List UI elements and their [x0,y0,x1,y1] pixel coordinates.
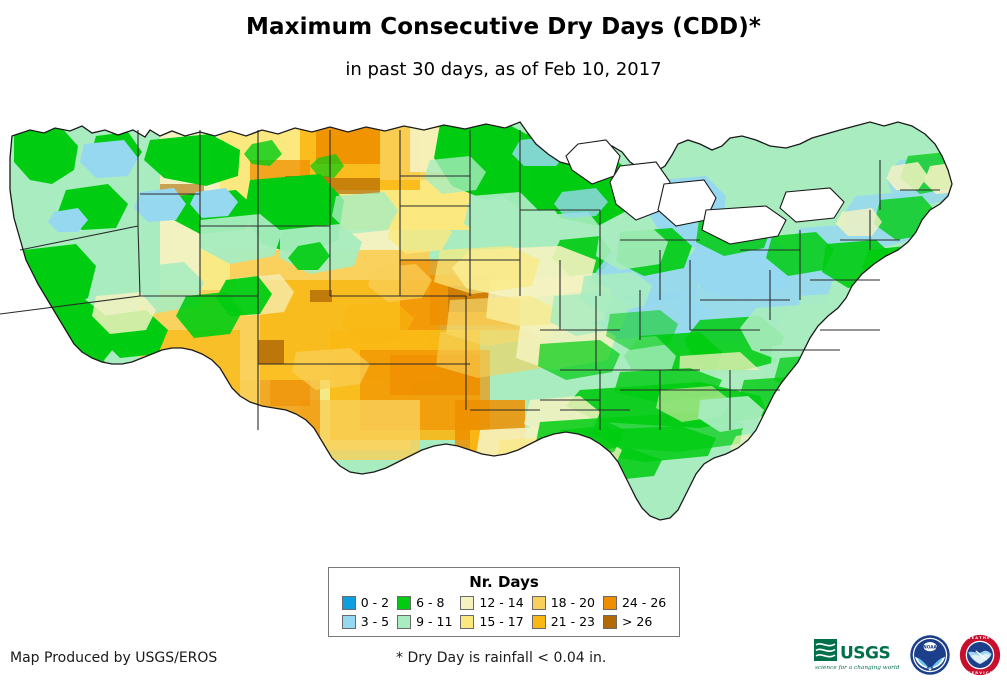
legend-label-21-23: 21 - 23 [550,614,595,629]
legend-swatch-24-26 [602,595,617,610]
svg-text:W E A T H E R: W E A T H E R [966,636,993,640]
usgs-logo-svg: USGS science for a changing world [814,639,900,671]
legend-swatch-3-5 [341,614,356,629]
legend-column-4: 18 - 20 21 - 23 [531,594,595,630]
legend-grid: 0 - 2 3 - 5 6 - 8 9 - 11 12 - 14 [329,594,679,630]
legend-swatch-gt-26 [602,614,617,629]
legend-label-gt-26: > 26 [621,614,653,629]
legend-column-1: 0 - 2 3 - 5 [341,594,390,630]
usgs-logo[interactable]: USGS science for a changing world [813,635,901,675]
footer-note: * Dry Day is rainfall < 0.04 in. [396,650,607,666]
cdd-map [0,100,1007,560]
conus-outline [9,121,953,521]
legend-swatch-18-20 [531,595,546,610]
legend-swatch-6-8 [397,595,412,610]
great-lakes [565,139,845,245]
map-legend: Nr. Days 0 - 2 3 - 5 6 - 8 9 - 11 [328,567,680,637]
footer-produced-by: Map Produced by USGS/EROS [10,650,218,666]
legend-item-15-17[interactable]: 15 - 17 [460,613,524,630]
legend-item-6-8[interactable]: 6 - 8 [397,594,452,611]
nws-logo[interactable]: W E A T H E R S E R V I C E [959,634,1001,676]
legend-label-15-17: 15 - 17 [479,614,524,629]
page-title: Maximum Consecutive Dry Days (CDD)* [246,14,761,40]
noaa-logo[interactable]: NOAA [909,634,951,676]
legend-item-0-2[interactable]: 0 - 2 [341,594,390,611]
noaa-logo-svg: NOAA [910,635,950,675]
svg-text:NOAA: NOAA [923,644,937,649]
legend-column-5: 24 - 26 > 26 [602,594,667,630]
legend-item-21-23[interactable]: 21 - 23 [531,613,595,630]
legend-title: Nr. Days [469,573,539,591]
legend-swatch-9-11 [397,614,412,629]
page-subtitle: in past 30 days, as of Feb 10, 2017 [345,59,662,80]
legend-swatch-21-23 [531,614,546,629]
agency-logos: USGS science for a changing world NOAA W [813,634,1001,676]
legend-label-6-8: 6 - 8 [416,595,445,610]
legend-label-24-26: 24 - 26 [621,595,667,610]
legend-swatch-12-14 [460,595,475,610]
legend-item-24-26[interactable]: 24 - 26 [602,594,667,611]
nws-logo-svg: W E A T H E R S E R V I C E [959,634,1001,676]
legend-column-2: 6 - 8 9 - 11 [397,594,452,630]
svg-text:science for a changing world: science for a changing world [815,665,900,671]
state-boundaries [0,130,940,430]
legend-swatch-0-2 [341,595,356,610]
legend-label-9-11: 9 - 11 [416,614,453,629]
legend-label-12-14: 12 - 14 [479,595,524,610]
legend-item-12-14[interactable]: 12 - 14 [460,594,524,611]
legend-item-gt-26[interactable]: > 26 [602,613,666,630]
svg-text:USGS: USGS [840,644,890,664]
legend-column-3: 12 - 14 15 - 17 [460,594,524,630]
legend-label-3-5: 3 - 5 [360,614,390,629]
legend-swatch-15-17 [460,614,475,629]
legend-label-18-20: 18 - 20 [550,595,595,610]
legend-label-0-2: 0 - 2 [360,595,390,610]
legend-item-18-20[interactable]: 18 - 20 [531,594,595,611]
legend-item-3-5[interactable]: 3 - 5 [341,613,390,630]
legend-item-9-11[interactable]: 9 - 11 [397,613,452,630]
us-map-svg [0,121,953,521]
svg-text:S E R V I C E: S E R V I C E [968,671,993,675]
